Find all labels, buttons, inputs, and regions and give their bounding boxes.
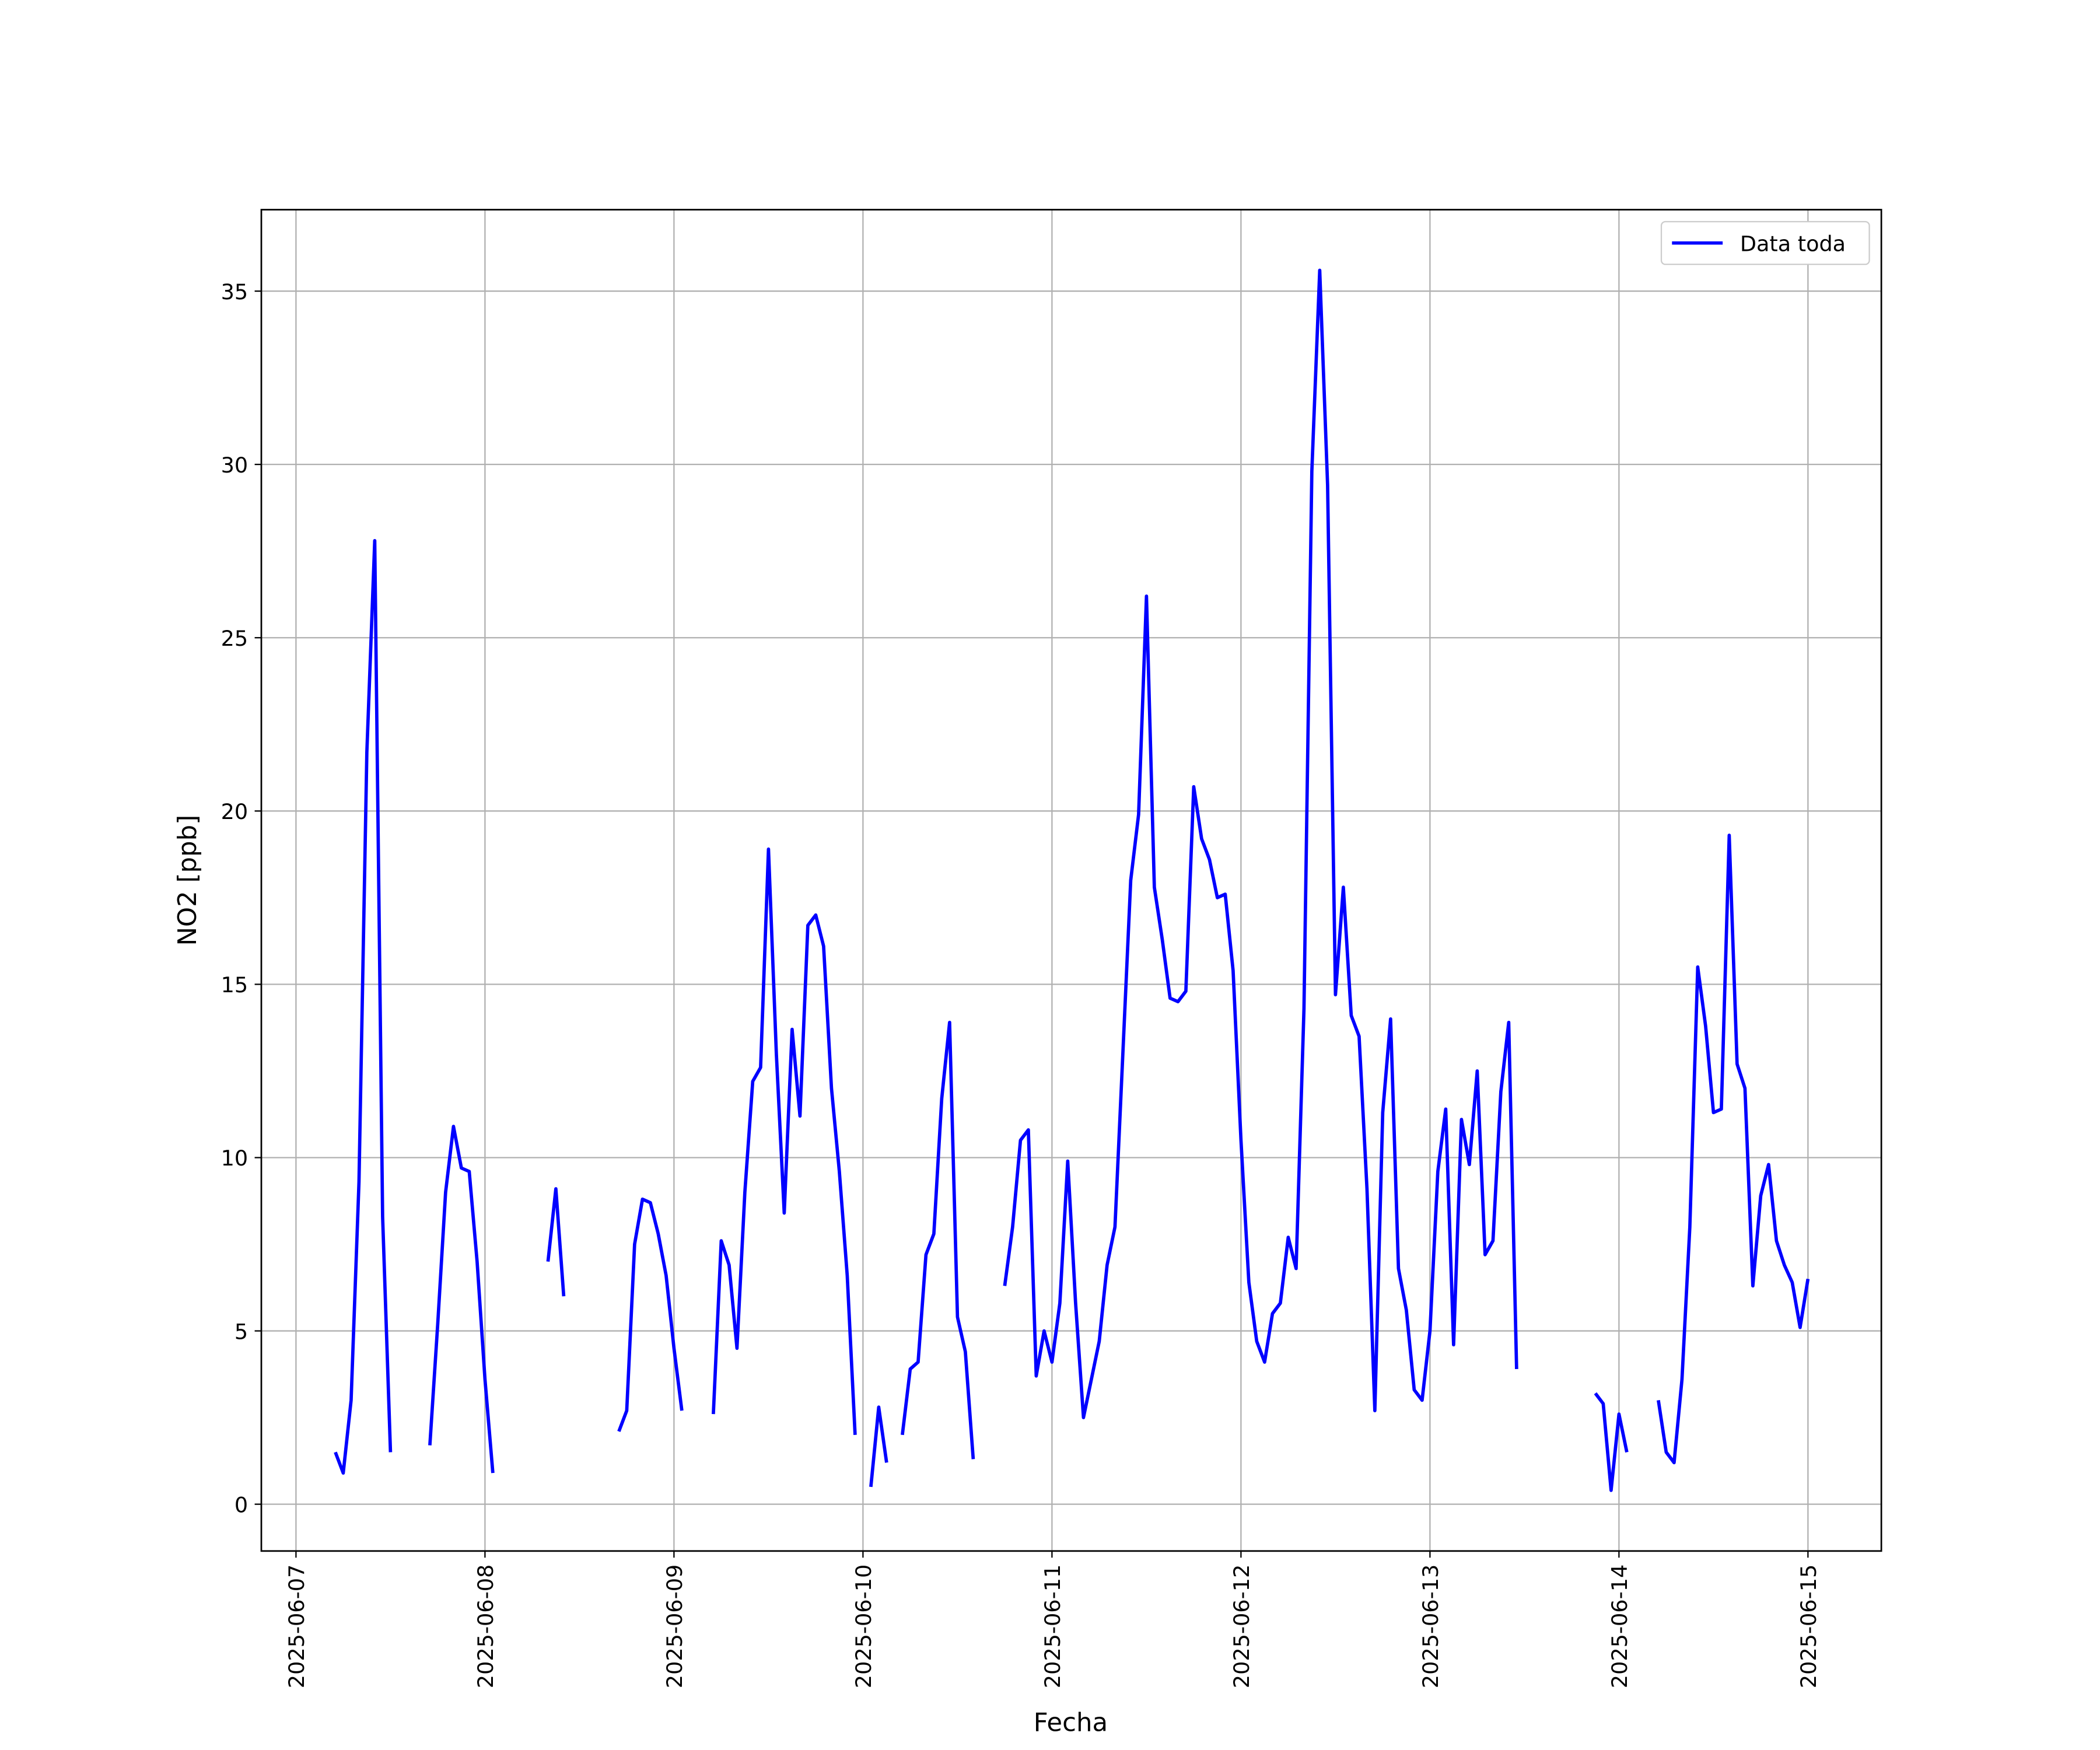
x-tick-label: 2025-06-08 [473,1564,498,1688]
x-tick-label: 2025-06-12 [1229,1564,1254,1688]
x-tick-label: 2025-06-15 [1796,1564,1821,1688]
plot-frame [260,209,1882,1552]
x-tick-label: 2025-06-10 [851,1564,876,1688]
x-axis-label: Fecha [1034,1708,1108,1737]
y-tick-label: 25 [221,626,249,651]
y-tick-label: 20 [221,799,249,824]
x-tick-label: 2025-06-09 [662,1564,687,1688]
y-tick-label: 15 [221,972,249,998]
y-tick-label: 5 [235,1319,248,1344]
y-tick-label: 10 [221,1146,249,1171]
x-tick-label: 2025-06-11 [1040,1564,1065,1688]
y-tick-label: 35 [221,279,249,304]
x-tick-label: 2025-06-13 [1418,1564,1443,1688]
data-line [334,268,1810,1492]
x-tick-label: 2025-06-07 [284,1564,309,1688]
y-tick-label: 0 [235,1492,248,1517]
x-tick-label: 2025-06-14 [1607,1564,1632,1688]
legend: Data toda [1660,220,1870,265]
y-axis-label: NO2 [ppb] [173,815,202,946]
y-tick-label: 30 [221,453,249,478]
legend-box [1660,220,1870,265]
legend-label: Data toda [1740,231,1846,256]
